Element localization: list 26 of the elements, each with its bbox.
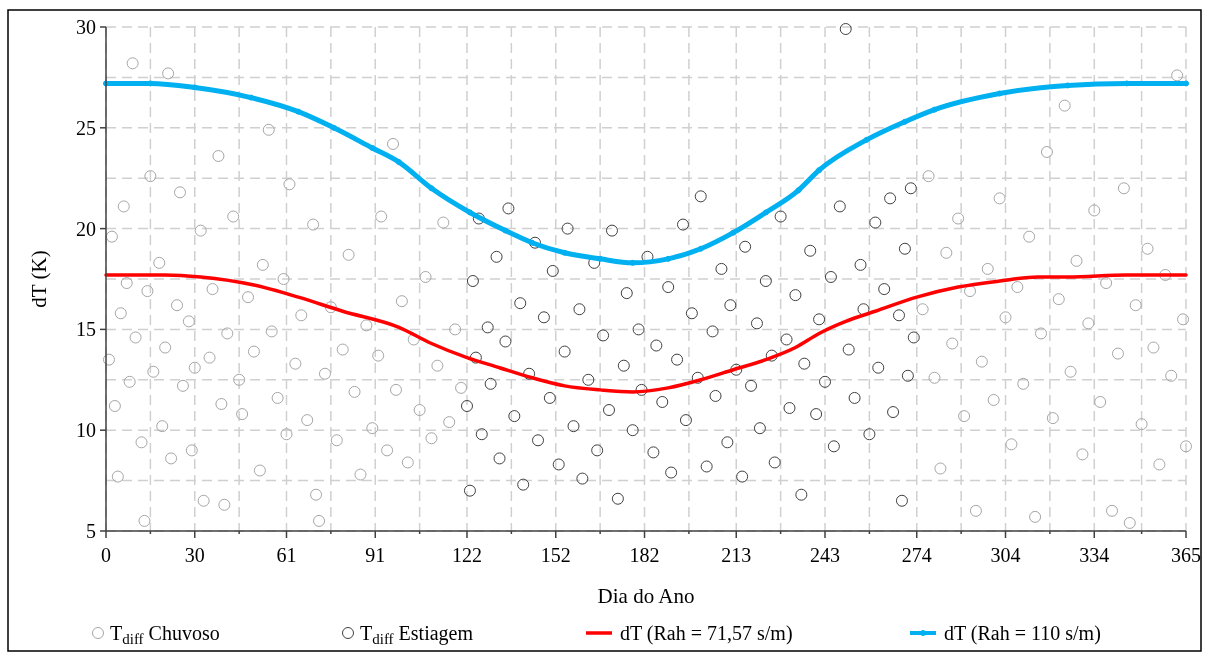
x-axis-title: Dia do Ano: [597, 584, 695, 608]
x-tick-label: 0: [101, 544, 111, 566]
line-series: [104, 273, 1188, 394]
legend-label: T$_{diff}$ Chuvoso: [110, 622, 220, 647]
y-tick-label: 5: [86, 520, 96, 542]
y-axis-title: dT (K): [27, 250, 51, 308]
legend-label: T$_{diff}$ Estiagem: [360, 622, 474, 647]
x-tick-label: 30: [184, 544, 205, 566]
x-tick-label: 91: [365, 544, 386, 566]
legend-label: dT (Rah = 71,57 s/m): [620, 622, 793, 645]
y-tick-label: 10: [76, 419, 96, 442]
y-tick-label: 30: [76, 16, 96, 38]
x-tick-label: 182: [629, 544, 660, 566]
x-tick-label: 274: [901, 544, 932, 566]
y-tick-label: 20: [76, 217, 96, 240]
x-tick-label: 213: [721, 544, 752, 566]
x-tick-label: 61: [276, 544, 297, 566]
y-tick-label: 15: [76, 318, 96, 341]
x-tick-label: 365: [1171, 544, 1201, 566]
x-tick-label: 334: [1079, 544, 1110, 566]
x-tick-label: 152: [540, 544, 571, 566]
y-tick-label: 25: [76, 116, 96, 139]
legend-label: dT (Rah = 110 s/m): [944, 622, 1101, 645]
x-tick-label: 122: [451, 544, 482, 566]
x-tick-label: 304: [990, 544, 1021, 566]
x-tick-label: 243: [810, 544, 841, 566]
